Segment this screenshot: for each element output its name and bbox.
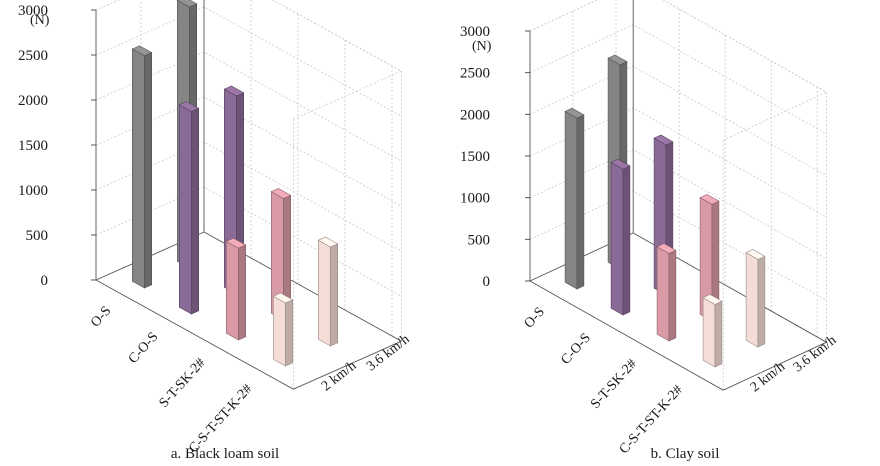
bar-side-face [714,300,723,368]
depth-category-label: 2 km/h [319,358,359,394]
gridline [95,141,402,252]
x-category-label: O-S [88,304,114,331]
x-axis-line [95,279,294,390]
y-tick-label: 2500 [18,48,48,64]
chart-caption: b. Clay soil [651,446,720,462]
bar [610,158,631,316]
x-category-label: S-T-SK-2# [588,357,640,412]
bar-front-face [179,104,192,315]
x-category-label: S-T-SK-2# [157,356,209,411]
bar-top-face [178,101,200,112]
y-tick-label: 1500 [460,149,490,165]
bar [317,236,339,347]
y-tick-label: 2000 [460,107,490,123]
bar-top-face [702,294,723,305]
bar-side-face [285,299,294,367]
bar-side-face [191,107,199,315]
y-tick-label: 3000 [18,3,48,19]
bar [702,294,723,368]
y-tick-label: 1000 [18,183,48,199]
bar [270,188,292,321]
bar-top-face [223,85,245,97]
bar-top-face [653,134,674,146]
bar-front-face [272,295,286,367]
bar-top-face [607,54,628,66]
bar-top-face [272,292,294,304]
y-tick-label: 1000 [460,191,490,207]
bar [564,107,585,290]
bar-top-face [564,107,585,119]
bar-side-face [622,165,631,316]
axis-line [723,341,827,391]
chart-clay-soil: b. Clay soil 0 500 1000 1500 2000 2500 3000(N)… [460,0,839,462]
bar-side-face [757,255,766,348]
bar [745,249,766,348]
chart-caption: a. Black loam soil [171,446,279,462]
bar-top-face [176,0,198,8]
bar-side-face [576,114,585,290]
chart-black-loam-soil: a. Black loam soil 0 500 1000 1500 2000 2500 3… [18,0,413,462]
depth-category-label: 2 km/h [748,359,788,395]
bar-front-face [132,48,145,289]
bar-side-face [238,244,246,341]
bar-top-face [317,236,339,248]
y-tick-label: 500 [26,228,49,244]
gridline [95,6,402,117]
y-tick-label: 2500 [460,66,490,82]
y-unit-label: (N) [30,13,50,28]
gridline [95,51,402,162]
gridline [529,0,827,93]
bar-front-face [610,161,624,316]
bar [656,243,677,342]
bar [131,45,153,289]
y-tick-label: 0 [483,274,491,290]
bar-top-face [610,158,631,170]
depth-category-label: 3.6 km/h [791,333,839,375]
bar-front-face [226,240,239,341]
y-tick-label: 2000 [18,93,48,109]
x-category-label: O-S [522,305,548,332]
y-tick-label: 0 [41,273,49,289]
bar-front-face [745,252,759,348]
bar-top-face [225,237,247,249]
gridline [529,0,828,141]
bar-front-face [702,297,716,368]
bar-top-face [270,188,292,199]
bar-top-face [745,249,766,260]
bar-top-face [656,243,677,254]
bar [178,101,200,315]
depth-category-label: 3.6 km/h [364,332,412,374]
y-unit-label: (N) [472,39,492,54]
bar [272,292,294,367]
axis-line [293,340,402,390]
bar [225,237,247,341]
bar-top-face [131,45,153,57]
y-tick-label: 500 [468,232,491,248]
bar-side-face [144,52,152,289]
x-category-label: C-O-S [558,331,594,368]
bar [699,194,720,322]
bar-front-face [317,239,331,347]
bar-top-face [699,194,720,205]
bar-side-face [330,243,339,347]
bar-front-face [656,246,670,342]
bar-front-face [564,110,578,290]
x-category-label: C-O-S [126,330,162,367]
x-axis-line [529,280,724,391]
bar-side-face [668,249,677,342]
y-tick-label: 1500 [18,138,48,154]
gridline [95,96,402,207]
y-tick-label: 3000 [460,24,490,40]
